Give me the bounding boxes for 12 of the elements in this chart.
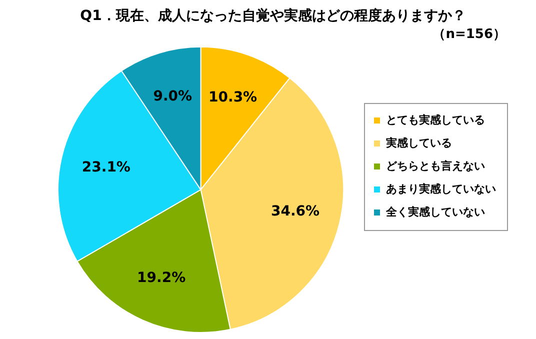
chart-subtitle: （n=156） xyxy=(432,26,506,42)
chart-title: Q1．現在、成人になった自覚や実感はどの程度ありますか？ xyxy=(80,7,466,24)
legend-label: あまり実感していない xyxy=(386,182,496,196)
legend-label: 実感している xyxy=(385,136,452,150)
data-label: 10.3% xyxy=(208,90,258,106)
data-label: 23.1% xyxy=(82,159,130,176)
legend-label: どちらとも言えない xyxy=(386,159,485,172)
legend-label: とても実感している xyxy=(386,113,485,126)
data-label: 19.2% xyxy=(137,270,186,286)
legend-label: 全く実感していない xyxy=(385,205,485,218)
data-label: 9.0% xyxy=(153,88,192,104)
data-label: 34.6% xyxy=(270,204,320,220)
